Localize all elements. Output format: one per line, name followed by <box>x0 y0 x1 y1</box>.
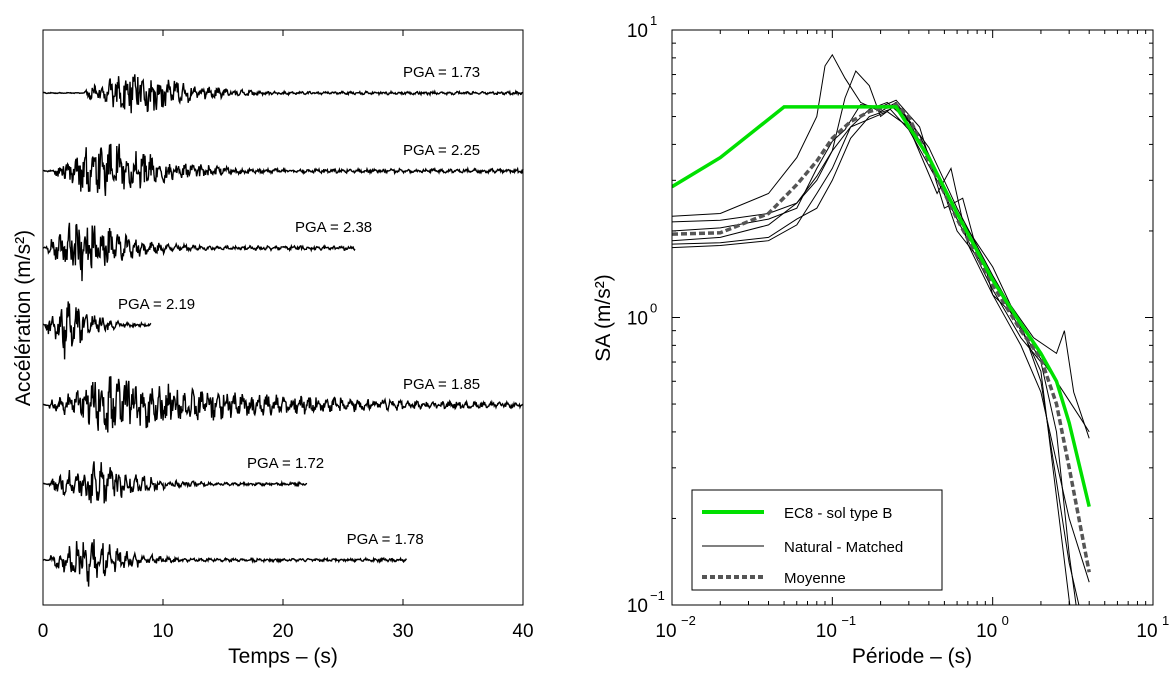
right-y-tick-exponent: 1 <box>650 13 657 28</box>
right-y-tick-label: 10 <box>627 596 648 617</box>
right-y-tick-label: 10 <box>627 21 648 42</box>
pga-label-4: PGA = 2.19 <box>118 296 195 313</box>
legend-label-natural: Natural - Matched <box>784 539 903 556</box>
right-y-tick-exponent: 0 <box>650 301 657 316</box>
spectrum-series <box>672 53 1091 605</box>
right-x-tick-exponent: 1 <box>1162 613 1169 628</box>
right-x-tick-label: 10 <box>655 621 676 642</box>
right-y-axis-label: SA (m/s²) <box>592 274 615 362</box>
natural-spectrum-line-5 <box>672 111 1090 583</box>
right-x-tick-label: 10 <box>976 621 997 642</box>
left-x-ticks: 0 10 20 30 40 <box>38 30 534 642</box>
right-y-tick-exponent: −1 <box>650 588 665 603</box>
pga-label-1: PGA = 1.73 <box>403 64 480 81</box>
accelerogram-trace-6 <box>42 461 308 504</box>
right-x-tick-exponent: −2 <box>681 613 696 628</box>
pga-label-7: PGA = 1.78 <box>347 531 424 548</box>
right-x-tick-exponent: −1 <box>841 613 856 628</box>
accelerogram-trace-1 <box>42 74 524 114</box>
left-x-tick-label: 40 <box>512 621 533 642</box>
accelerogram-trace-7 <box>43 539 408 587</box>
left-x-tick-label: 20 <box>272 621 293 642</box>
left-x-tick-label: 0 <box>38 621 49 642</box>
left-y-axis-label: Accélération (m/s²) <box>12 230 35 406</box>
ec8-spectrum-line <box>672 105 1091 508</box>
right-x-axis-label: Période – (s) <box>852 645 972 668</box>
natural-spectrum-line-2 <box>672 70 1090 439</box>
right-y-tick-label: 10 <box>627 309 648 330</box>
pga-label-3: PGA = 2.38 <box>295 219 372 236</box>
legend: EC8 - sol type B Natural - Matched Moyen… <box>691 489 943 591</box>
left-x-tick-label: 10 <box>152 621 173 642</box>
legend-label-moyenne: Moyenne <box>784 570 846 587</box>
legend-box <box>691 489 943 591</box>
accelerogram-panel: PGA = 1.73 PGA = 2.25 PGA = 2.38 PGA = 2.19… <box>12 29 534 668</box>
left-x-axis-label: Temps – (s) <box>228 645 338 668</box>
left-plot-frame <box>42 29 524 606</box>
accelerogram-trace-5 <box>42 376 524 433</box>
pga-label-5: PGA = 1.85 <box>403 376 480 393</box>
accelerogram-trace-4 <box>42 301 152 360</box>
right-x-tick-label: 10 <box>1136 621 1157 642</box>
accelerogram-trace-2 <box>42 143 524 196</box>
left-x-tick-label: 30 <box>392 621 413 642</box>
right-x-tick-exponent: 0 <box>1002 613 1009 628</box>
legend-label-ec8: EC8 - sol type B <box>784 505 892 522</box>
pga-label-6: PGA = 1.72 <box>247 455 324 472</box>
natural-spectrum-line-6 <box>672 108 1077 605</box>
natural-spectrum-line-4 <box>672 99 1090 433</box>
pga-label-2: PGA = 2.25 <box>403 142 480 159</box>
accelerogram-traces: PGA = 1.73 PGA = 2.25 PGA = 2.38 PGA = 2.19… <box>42 64 524 587</box>
accelerogram-trace-3 <box>42 222 356 282</box>
moyenne-spectrum-line <box>672 102 1091 573</box>
right-x-tick-label: 10 <box>816 621 837 642</box>
